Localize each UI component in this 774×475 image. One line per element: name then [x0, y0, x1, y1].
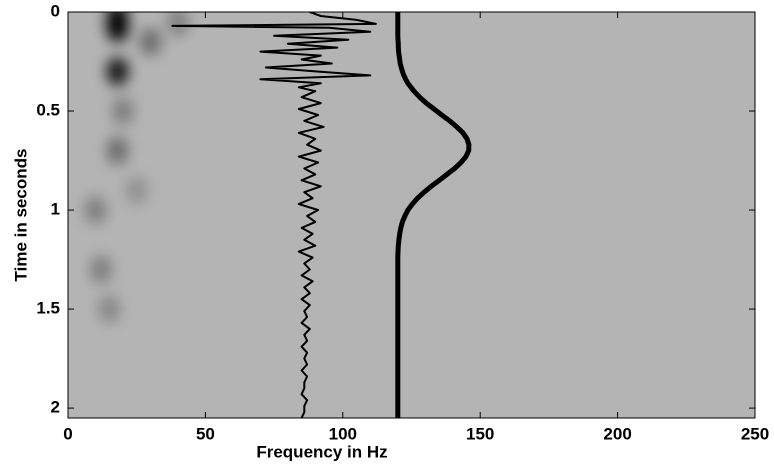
heatmap-cell	[89, 255, 112, 284]
heatmap-cell	[84, 196, 107, 225]
plot-background	[68, 12, 755, 418]
heatmap-cell	[106, 136, 129, 165]
x-tick-label: 250	[741, 424, 769, 443]
heatmap-cell	[125, 176, 148, 205]
heatmap-cell	[98, 295, 121, 324]
y-axis-label: Time in seconds	[11, 149, 30, 282]
x-axis-label: Frequency in Hz	[256, 442, 387, 461]
y-tick-label: 0.5	[36, 101, 60, 120]
heatmap-cell	[139, 27, 162, 56]
heatmap	[84, 12, 189, 324]
plot-frame	[67, 11, 756, 419]
y-tick-label: 1	[51, 200, 60, 219]
line	[395, 12, 472, 418]
x-tick-label: 200	[603, 424, 631, 443]
y-tick-label: 0	[51, 1, 60, 20]
heatmap-cell	[106, 57, 129, 86]
line	[171, 12, 377, 418]
x-tick-label: 150	[466, 424, 494, 443]
y-tick-label: 2	[51, 398, 60, 417]
x-tick-label: 50	[196, 424, 215, 443]
heatmap-cell	[166, 12, 189, 36]
y-tick-label: 1.5	[36, 299, 60, 318]
x-tick-label: 100	[329, 424, 357, 443]
heatmap-cell	[111, 97, 134, 126]
x-tick-label: 0	[63, 424, 72, 443]
heatmap-cell	[106, 13, 129, 42]
